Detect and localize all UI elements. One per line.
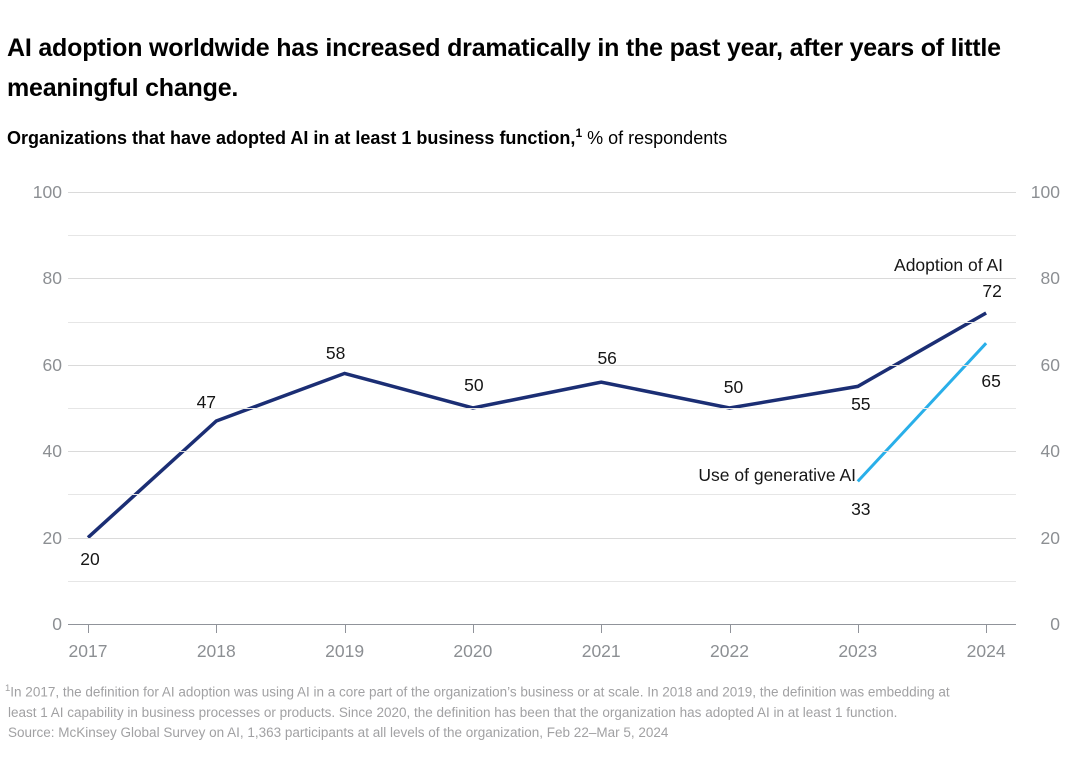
x-axis-label: 2019 bbox=[325, 641, 365, 661]
data-label: 58 bbox=[325, 343, 346, 364]
data-label: 20 bbox=[80, 548, 100, 569]
gridline bbox=[68, 192, 1016, 193]
y-axis-label-left: 80 bbox=[42, 268, 62, 289]
data-label: 72 bbox=[982, 281, 1002, 301]
data-label: 56 bbox=[597, 348, 617, 369]
x-axis-tick bbox=[729, 624, 731, 633]
x-axis-label: 2020 bbox=[453, 641, 493, 661]
series-label: Adoption of AI bbox=[894, 255, 1003, 275]
gridline bbox=[68, 364, 1016, 366]
y-axis-label-left: 60 bbox=[42, 354, 62, 375]
chart-subtitle-bold: Organizations that have adopted AI in at… bbox=[7, 128, 576, 148]
footnote: 1In 2017, the definition for AI adoption… bbox=[5, 679, 1065, 743]
gridline bbox=[68, 278, 1016, 280]
x-axis-line bbox=[68, 624, 1016, 625]
y-axis-label-left: 20 bbox=[42, 527, 62, 548]
x-axis-label: 2017 bbox=[68, 641, 108, 661]
x-axis-tick bbox=[601, 624, 603, 633]
chart-subtitle: Organizations that have adopted AI in at… bbox=[7, 126, 1057, 149]
data-label: 47 bbox=[196, 392, 217, 412]
y-axis-label-left: 100 bbox=[32, 182, 62, 202]
gridline bbox=[68, 408, 1016, 409]
y-axis-label-right: 100 bbox=[1030, 182, 1060, 202]
data-label: 50 bbox=[723, 377, 744, 397]
footnote-line-2: least 1 AI capability in business proces… bbox=[8, 704, 898, 720]
page-title: AI adoption worldwide has increased dram… bbox=[7, 33, 1001, 102]
gridline bbox=[68, 580, 1016, 582]
x-axis-tick bbox=[344, 624, 346, 633]
data-label: 33 bbox=[851, 499, 871, 520]
line-adoption-of-ai bbox=[86, 311, 987, 539]
y-axis-label-right: 60 bbox=[1040, 354, 1060, 375]
x-axis-label: 2021 bbox=[581, 641, 621, 661]
y-axis-label-left: 40 bbox=[42, 441, 62, 462]
x-axis-label: 2018 bbox=[196, 641, 236, 661]
gridline bbox=[68, 494, 1016, 496]
y-axis-label-right: 0 bbox=[1050, 614, 1060, 634]
x-axis-tick bbox=[472, 624, 474, 633]
x-axis-tick bbox=[986, 624, 988, 633]
data-label: 55 bbox=[851, 394, 871, 415]
y-axis-label-right: 40 bbox=[1040, 441, 1060, 462]
y-axis-label-left: 0 bbox=[52, 614, 62, 634]
y-axis-label-right: 20 bbox=[1040, 527, 1060, 548]
gridline bbox=[68, 235, 1016, 237]
chart-subtitle-units: % of respondents bbox=[582, 128, 728, 148]
footnote-text-1: In 2017, the definition for AI adoption … bbox=[10, 684, 950, 700]
gridline bbox=[68, 451, 1016, 453]
y-axis-label-right: 80 bbox=[1040, 268, 1060, 289]
footnote-line-1: 1In 2017, the definition for AI adoption… bbox=[5, 679, 1065, 703]
x-axis-label: 2023 bbox=[838, 641, 878, 661]
line-use-of-generative-ai bbox=[856, 342, 988, 483]
gridline bbox=[68, 321, 1016, 323]
x-axis-tick bbox=[88, 624, 89, 633]
source-line: Source: McKinsey Global Survey on AI, 1,… bbox=[8, 724, 669, 740]
data-label: 65 bbox=[981, 371, 1001, 392]
x-axis-label: 2024 bbox=[966, 641, 1006, 661]
gridline bbox=[68, 537, 1016, 539]
footnote-superscript: 1 bbox=[5, 683, 11, 694]
x-axis-tick bbox=[216, 624, 218, 633]
x-axis-tick bbox=[857, 624, 859, 633]
data-label: 50 bbox=[464, 375, 484, 395]
x-axis-label: 2022 bbox=[710, 641, 749, 661]
series-label: Use of generative AI bbox=[698, 465, 856, 485]
subtitle-footnote-marker: 1 bbox=[575, 126, 583, 140]
